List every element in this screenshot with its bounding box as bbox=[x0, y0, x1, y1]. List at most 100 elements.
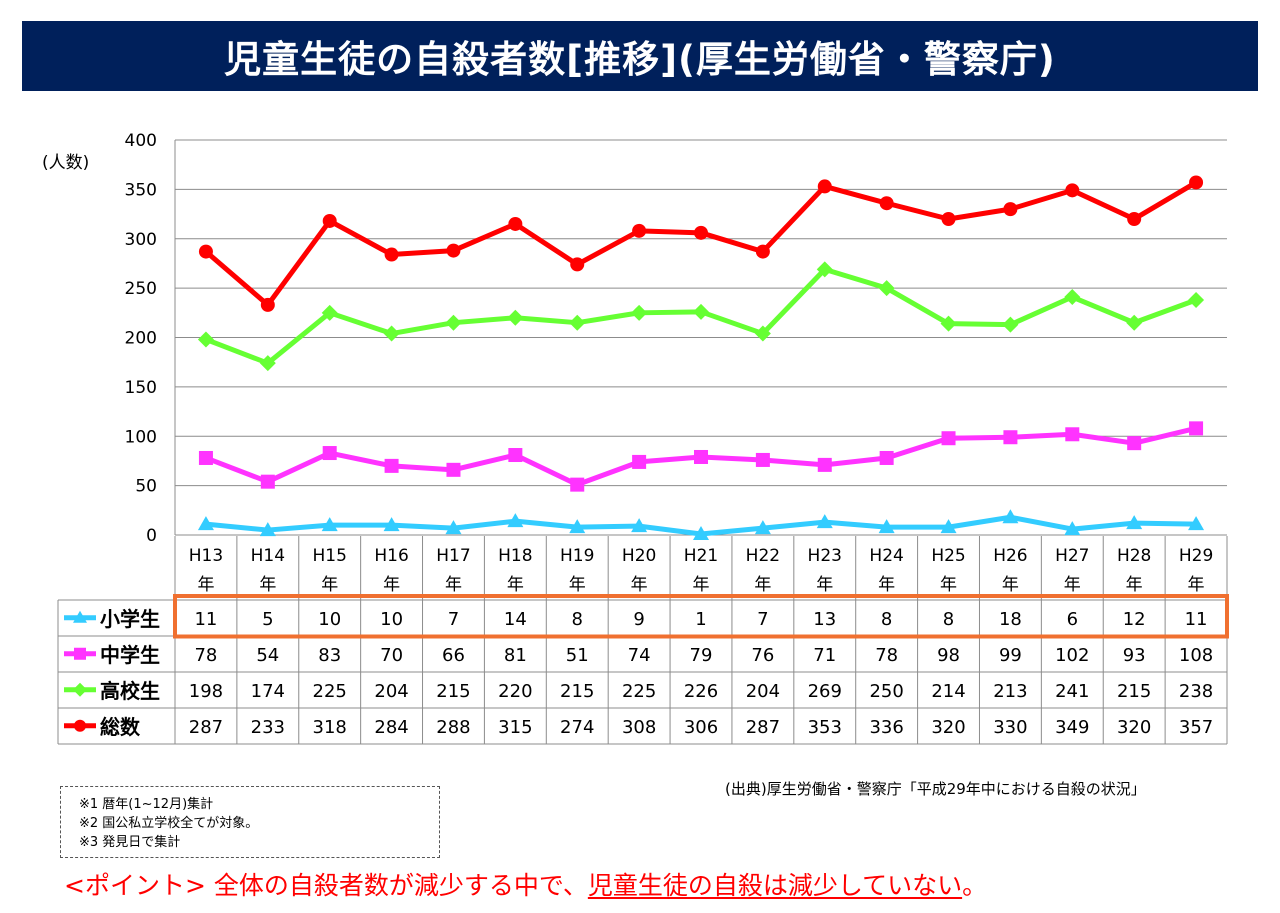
y-tick-label: 100 bbox=[125, 427, 157, 447]
data-label: 215 bbox=[1117, 681, 1151, 702]
data-label: 79 bbox=[690, 645, 713, 666]
data-label: 7 bbox=[448, 609, 459, 630]
data-label: 225 bbox=[313, 681, 347, 702]
data-point bbox=[755, 452, 770, 467]
title-banner: 児童生徒の自殺者数[推移](厚生労働省・警察庁) bbox=[22, 21, 1258, 91]
data-point bbox=[508, 448, 523, 463]
data-point bbox=[693, 303, 709, 320]
y-tick-label: 250 bbox=[125, 279, 157, 299]
data-label: 83 bbox=[318, 645, 341, 666]
data-point bbox=[569, 519, 586, 534]
data-point bbox=[198, 450, 213, 465]
data-label: 8 bbox=[572, 609, 583, 630]
x-tick-suffix: 年 bbox=[754, 575, 771, 595]
legend-marker bbox=[74, 647, 86, 660]
data-label: 108 bbox=[1179, 645, 1213, 666]
data-label: 318 bbox=[313, 717, 347, 738]
data-point bbox=[817, 457, 832, 472]
data-label: 81 bbox=[504, 645, 527, 666]
data-label: 174 bbox=[251, 681, 285, 702]
point-prefix: <ポイント> 全体の自殺者数が減少する中で、 bbox=[64, 871, 588, 900]
series-line bbox=[204, 180, 1198, 308]
data-label: 51 bbox=[566, 645, 589, 666]
data-label: 93 bbox=[1123, 645, 1146, 666]
data-point bbox=[1003, 202, 1018, 217]
data-point bbox=[508, 216, 523, 231]
x-tick-suffix: 年 bbox=[1126, 575, 1143, 595]
data-point bbox=[1064, 521, 1081, 536]
data-point bbox=[383, 325, 400, 342]
x-tick-label: H19 bbox=[560, 546, 594, 566]
point-message: <ポイント> 全体の自殺者数が減少する中で、児童生徒の自殺は減少していない。 bbox=[64, 866, 987, 902]
x-tick-label: H23 bbox=[808, 546, 842, 566]
note-3: ※3 発見日で集計 bbox=[79, 835, 181, 850]
data-label: 5 bbox=[262, 609, 273, 630]
data-label: 78 bbox=[875, 645, 898, 666]
data-point bbox=[197, 516, 214, 531]
data-point bbox=[1188, 291, 1205, 308]
data-point bbox=[446, 243, 461, 258]
x-tick-label: H26 bbox=[993, 546, 1027, 566]
data-point bbox=[322, 446, 337, 461]
data-label: 11 bbox=[1185, 609, 1208, 630]
data-label: 215 bbox=[560, 681, 594, 702]
data-point bbox=[570, 257, 585, 272]
data-point bbox=[1127, 212, 1142, 226]
data-label: 11 bbox=[194, 609, 217, 630]
data-label: 8 bbox=[943, 609, 954, 630]
data-label: 287 bbox=[189, 717, 223, 738]
y-tick-label: 50 bbox=[135, 477, 157, 497]
x-tick-suffix: 年 bbox=[693, 575, 710, 595]
data-label: 71 bbox=[813, 645, 836, 666]
data-label: 215 bbox=[436, 681, 470, 702]
data-point bbox=[1064, 289, 1081, 306]
notes-box: ※1 暦年(1~12月)集計 ※2 国公私立学校全てが対象。 ※3 発見日で集計 bbox=[60, 786, 440, 858]
data-label: 220 bbox=[498, 681, 532, 702]
data-point bbox=[816, 514, 833, 529]
data-label: 9 bbox=[633, 609, 644, 630]
data-point bbox=[321, 517, 338, 532]
legend-label: 小学生 bbox=[100, 607, 160, 631]
data-point bbox=[1003, 430, 1018, 445]
data-point bbox=[879, 196, 894, 211]
data-point bbox=[259, 355, 276, 372]
data-label: 7 bbox=[757, 609, 768, 630]
data-label: 204 bbox=[746, 681, 780, 702]
data-point bbox=[1126, 314, 1143, 331]
data-point bbox=[878, 519, 895, 534]
x-tick-suffix: 年 bbox=[321, 575, 338, 595]
data-label: 284 bbox=[374, 717, 408, 738]
data-label: 54 bbox=[256, 645, 279, 666]
y-tick-label: 300 bbox=[125, 230, 157, 250]
x-tick-label: H14 bbox=[251, 546, 285, 566]
y-tick-label: 350 bbox=[125, 180, 157, 200]
x-tick-label: H20 bbox=[622, 546, 656, 566]
data-point bbox=[1189, 421, 1204, 436]
x-tick-suffix: 年 bbox=[259, 575, 276, 595]
legend-marker bbox=[74, 719, 86, 732]
x-tick-suffix: 年 bbox=[197, 575, 214, 595]
data-label: 102 bbox=[1055, 645, 1089, 666]
x-tick-suffix: 年 bbox=[507, 575, 524, 595]
data-label: 198 bbox=[189, 681, 223, 702]
page-title: 児童生徒の自殺者数[推移](厚生労働省・警察庁) bbox=[224, 38, 1056, 81]
x-tick-suffix: 年 bbox=[569, 575, 586, 595]
data-point bbox=[1002, 316, 1019, 333]
data-point bbox=[940, 519, 957, 534]
data-label: 320 bbox=[1117, 717, 1151, 738]
data-label: 269 bbox=[808, 681, 842, 702]
x-tick-label: H24 bbox=[869, 546, 903, 566]
data-label: 14 bbox=[504, 609, 527, 630]
data-point bbox=[816, 261, 833, 278]
data-label: 353 bbox=[808, 717, 842, 738]
data-label: 238 bbox=[1179, 681, 1213, 702]
data-point bbox=[197, 331, 214, 348]
note-2: ※2 国公私立学校全てが対象。 bbox=[79, 816, 259, 831]
data-point bbox=[383, 517, 400, 532]
y-tick-label: 150 bbox=[125, 378, 157, 398]
data-label: 76 bbox=[751, 645, 774, 666]
data-point bbox=[631, 304, 648, 321]
data-label: 233 bbox=[251, 717, 285, 738]
data-label: 99 bbox=[999, 645, 1022, 666]
data-label: 287 bbox=[746, 717, 780, 738]
